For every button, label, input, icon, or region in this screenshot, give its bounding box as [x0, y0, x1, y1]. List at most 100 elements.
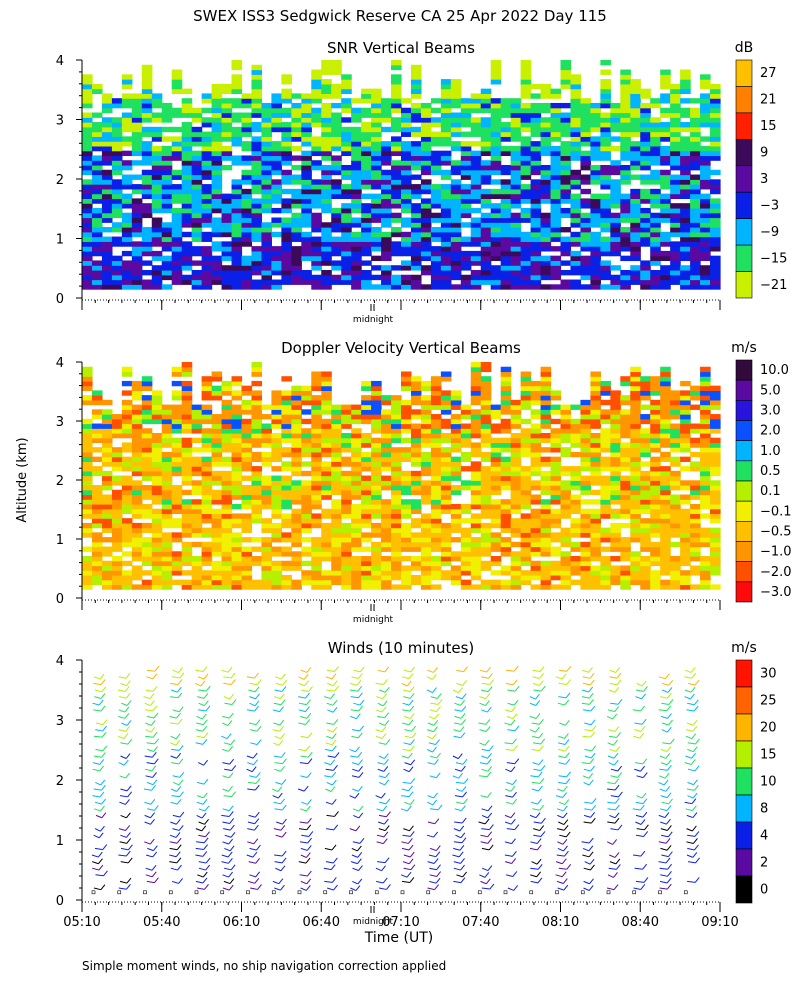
- heatmap-cell: [401, 447, 412, 453]
- heatmap-cell: [680, 79, 691, 85]
- heatmap-cell: [331, 428, 342, 434]
- heatmap-cell: [381, 432, 392, 439]
- heatmap-cell: [101, 470, 113, 477]
- colorbar-swatch: [735, 271, 753, 299]
- heatmap-cell: [610, 428, 621, 434]
- heatmap-cell: [331, 499, 342, 505]
- heatmap-cell: [590, 390, 601, 396]
- heatmap-cell: [530, 447, 542, 453]
- heatmap-cell: [361, 574, 372, 581]
- heatmap-cell: [630, 79, 641, 85]
- heatmap-cell: [530, 532, 542, 538]
- heatmap-cell: [490, 428, 502, 434]
- heatmap-cell: [590, 480, 601, 486]
- heatmap-cell: [580, 284, 592, 290]
- heatmap-cell: [261, 442, 273, 448]
- heatmap-cell: [291, 494, 302, 500]
- heatmap-cell: [500, 499, 512, 505]
- heatmap-cell: [560, 122, 572, 128]
- heatmap-cell: [191, 150, 203, 157]
- heatmap-cell: [141, 107, 153, 114]
- heatmap-cell: [430, 565, 442, 571]
- heatmap-cell: [261, 136, 273, 142]
- heatmap-cell: [570, 284, 582, 290]
- heatmap-cell: [361, 207, 372, 214]
- heatmap-cell: [82, 470, 93, 477]
- colorbar-unit: dB: [735, 40, 754, 56]
- heatmap-cell: [321, 485, 332, 491]
- heatmap-cell: [281, 255, 292, 262]
- heatmap-cell: [500, 102, 512, 109]
- heatmap-cell: [550, 574, 562, 581]
- heatmap-cell: [251, 480, 263, 486]
- heatmap-cell: [291, 532, 302, 538]
- heatmap-cell: [121, 499, 133, 505]
- heatmap-cell: [650, 570, 661, 576]
- heatmap-cell: [321, 222, 332, 228]
- heatmap-cell: [271, 432, 282, 439]
- heatmap-cell: [381, 255, 392, 262]
- heatmap-cell: [430, 122, 442, 128]
- heatmap-cell: [540, 522, 552, 529]
- heatmap-cell: [131, 489, 143, 496]
- heatmap-cell: [361, 241, 372, 247]
- heatmap-cell: [281, 112, 292, 118]
- heatmap-cell: [630, 246, 641, 252]
- heatmap-cell: [600, 274, 611, 281]
- heatmap-cell: [650, 241, 661, 247]
- colorbar-label: −0.1: [760, 504, 792, 519]
- heatmap-cell: [480, 93, 492, 99]
- heatmap-cell: [241, 279, 253, 285]
- heatmap-cell: [600, 246, 611, 252]
- heatmap-cell: [650, 126, 661, 133]
- heatmap-cell: [101, 461, 113, 467]
- heatmap-cell: [690, 522, 701, 529]
- wind-barb: [92, 795, 100, 798]
- heatmap-cell: [490, 556, 502, 562]
- heatmap-cell: [231, 88, 243, 95]
- heatmap-cell: [630, 117, 641, 123]
- heatmap-cell: [261, 164, 273, 171]
- heatmap-cell: [580, 418, 592, 425]
- heatmap-cell: [111, 494, 123, 500]
- heatmap-cell: [211, 193, 223, 199]
- heatmap-cell: [410, 284, 422, 290]
- heatmap-cell: [550, 255, 562, 262]
- heatmap-cell: [141, 513, 153, 519]
- heatmap-cell: [101, 265, 113, 271]
- heatmap-cell: [171, 241, 183, 247]
- heatmap-cell: [341, 207, 352, 214]
- heatmap-cell: [410, 155, 422, 161]
- heatmap-cell: [450, 475, 462, 481]
- heatmap-cell: [510, 499, 522, 505]
- heatmap-cell: [121, 179, 133, 185]
- heatmap-cell: [251, 546, 263, 552]
- heatmap-cell: [371, 494, 382, 500]
- heatmap-cell: [91, 485, 103, 491]
- heatmap-cell: [161, 437, 173, 444]
- heatmap-cell: [430, 155, 442, 161]
- heatmap-cell: [261, 522, 273, 529]
- wind-barb-flag: [100, 779, 106, 786]
- heatmap-cell: [401, 112, 412, 118]
- heatmap-cell: [520, 574, 532, 581]
- heatmap-cell: [391, 489, 402, 496]
- heatmap-cell: [211, 117, 223, 123]
- heatmap-cell: [121, 560, 133, 567]
- heatmap-cell: [440, 141, 452, 147]
- heatmap-cell: [430, 231, 442, 238]
- heatmap-cell: [181, 399, 193, 406]
- heatmap-cell: [480, 560, 492, 567]
- heatmap-cell: [450, 437, 462, 444]
- heatmap-cell: [440, 451, 452, 458]
- heatmap-cell: [680, 556, 691, 562]
- heatmap-cell: [241, 560, 253, 567]
- heatmap-cell: [231, 485, 243, 491]
- heatmap-cell: [311, 541, 322, 548]
- heatmap-cell: [101, 98, 113, 104]
- heatmap-cell: [430, 570, 442, 576]
- heatmap-cell: [181, 160, 193, 166]
- heatmap-cell: [700, 409, 711, 415]
- heatmap-cell: [351, 265, 362, 271]
- heatmap-cell: [321, 442, 332, 448]
